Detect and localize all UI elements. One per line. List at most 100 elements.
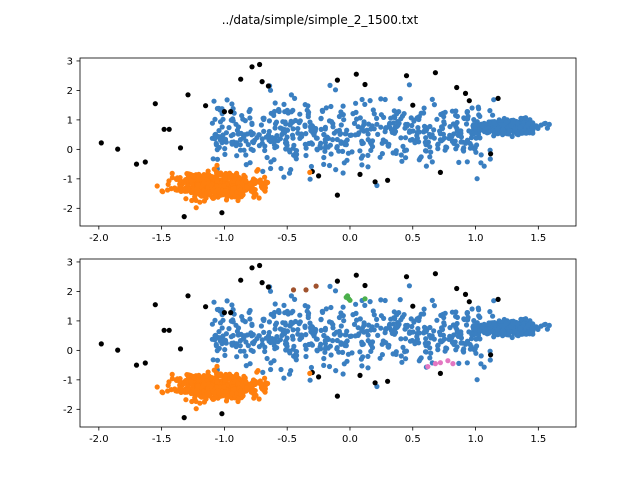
cluster-point [299, 133, 305, 140]
cluster-point [243, 152, 249, 158]
cluster-point [453, 146, 459, 152]
cluster-point [481, 364, 487, 370]
cluster-point [290, 145, 296, 151]
cluster-point [386, 121, 392, 127]
cluster-point [481, 163, 487, 169]
cluster-point [265, 179, 271, 186]
cluster-point [390, 150, 396, 156]
cluster-point [463, 140, 469, 146]
cluster-point [213, 169, 220, 175]
cluster-point [224, 97, 230, 103]
cluster-point [222, 188, 229, 194]
cluster-point [249, 132, 255, 138]
y-tick-label: -1 [63, 375, 73, 386]
y-tick-label: 0 [67, 145, 73, 156]
cluster-point [340, 103, 346, 109]
cluster-point [473, 350, 479, 356]
cluster-point [201, 180, 207, 186]
cluster-point [487, 357, 493, 363]
cluster-point [454, 126, 460, 132]
cluster-point [463, 341, 469, 347]
outlier-point [410, 102, 416, 108]
cluster-point [261, 329, 267, 335]
cluster-point [318, 116, 324, 122]
cluster-point [248, 146, 254, 152]
outlier-point [466, 98, 472, 104]
cluster-point [219, 124, 225, 130]
cluster-point [233, 189, 239, 195]
cluster-point [342, 131, 348, 137]
cluster-point [294, 151, 300, 157]
cluster-point [281, 331, 288, 337]
cluster-point [297, 312, 303, 318]
outlier-point [228, 109, 234, 115]
cluster-point [544, 125, 551, 131]
cluster-point [307, 377, 313, 383]
cluster-point [418, 154, 424, 160]
cluster-point [211, 299, 217, 305]
outlier-point [219, 210, 225, 216]
y-tick-label: 0 [67, 346, 73, 357]
cluster-point [284, 140, 290, 146]
cluster-point [247, 181, 254, 187]
cluster-point [310, 125, 316, 131]
cluster-point [418, 311, 424, 317]
cluster-point [463, 322, 470, 328]
cluster-point [477, 113, 483, 119]
cluster-point [348, 132, 354, 138]
cluster-point [368, 126, 374, 132]
cluster-point [396, 321, 402, 327]
cluster-point [402, 349, 408, 355]
cluster-point [332, 87, 339, 93]
outlier-point [133, 161, 140, 167]
cluster-point [235, 396, 241, 402]
cluster-point [431, 336, 437, 342]
cluster-point [229, 139, 235, 145]
cluster-point [435, 141, 441, 147]
outlier-point [357, 171, 363, 177]
cluster-point [261, 317, 267, 324]
cluster-point [491, 298, 497, 304]
cluster-point [295, 126, 301, 132]
cluster-point [406, 82, 412, 88]
cluster-point [212, 116, 218, 122]
cluster-point [290, 126, 296, 132]
cluster-point [487, 156, 493, 162]
cluster-point [234, 153, 240, 159]
outlier-point [495, 296, 501, 302]
cluster-point [477, 135, 483, 141]
cluster-point [247, 382, 254, 388]
cluster-point [258, 122, 264, 128]
cluster-point [223, 130, 229, 136]
cluster-point [238, 130, 244, 136]
cluster-point [215, 187, 221, 193]
cluster-point [231, 386, 237, 392]
cluster-point [336, 314, 342, 321]
cluster-point [471, 117, 477, 123]
cluster-point [237, 388, 243, 394]
cluster-point [228, 334, 234, 340]
cluster-point [249, 333, 255, 339]
cluster-point [190, 373, 196, 380]
outlier-point [177, 145, 184, 151]
cluster-point [454, 327, 460, 333]
cluster-point [429, 159, 435, 165]
cluster-point [281, 174, 287, 180]
outlier-point [403, 73, 410, 79]
cluster-point [341, 361, 347, 367]
cluster-point [260, 168, 266, 174]
cluster-point [181, 179, 187, 185]
cluster-point [427, 355, 433, 361]
cluster-point [229, 390, 235, 397]
cluster-point [523, 331, 529, 337]
outlier-point [454, 285, 460, 292]
cluster-point [440, 311, 446, 317]
cluster-point [318, 145, 324, 151]
cluster-point [229, 374, 235, 380]
cluster-point [220, 116, 226, 122]
outlier-point [437, 370, 443, 376]
cluster-point [400, 143, 406, 149]
outlier-point [316, 173, 322, 179]
cluster-point [259, 337, 265, 343]
outlier-point [161, 327, 167, 333]
